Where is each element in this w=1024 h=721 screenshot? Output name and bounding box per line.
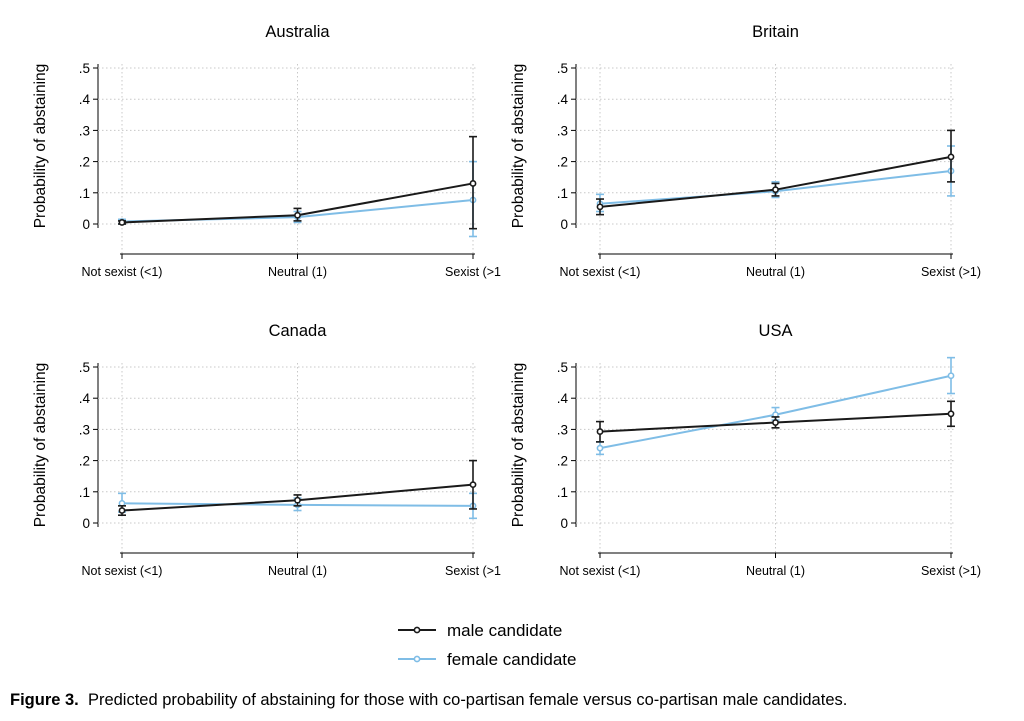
legend-marker-male [413, 626, 421, 634]
data-point-female [596, 444, 604, 452]
panel-britain: Britain Probability of abstaining 0 .1 .2 .3.… [510, 23, 981, 279]
x-tick-label: Not sexist (<1) [560, 564, 641, 578]
x-tick-label: Not sexist (<1) [560, 265, 641, 279]
panel-canada: Canada Probability of abstaining 0 .1 .2 .3 .4… [32, 322, 501, 578]
y-tick-label: .1 [79, 485, 90, 500]
y-tick-label: 0 [82, 516, 90, 531]
data-point-male [947, 410, 955, 418]
x-tick-label: Neutral (1) [746, 265, 805, 279]
data-point-male [118, 219, 126, 226]
data-point-male [772, 419, 779, 426]
data-point-male [596, 428, 604, 435]
y-tick-label: .4 [557, 92, 569, 107]
y-axis-label: Probability of abstaining [510, 64, 527, 229]
y-tick-label: .5 [79, 61, 90, 76]
y-tick-label: .2 [557, 155, 568, 170]
y-tick-label: .1 [557, 186, 568, 201]
y-tick-label: .5 [79, 360, 90, 375]
panel-australia: Australia Probability of abstaining 0 .1 .2.… [32, 23, 501, 279]
y-tick-label: .5 [557, 360, 568, 375]
y-tick-label: .2 [557, 454, 568, 469]
legend-label-male: male candidate [447, 621, 562, 640]
y-tick-label: .2 [79, 155, 90, 170]
y-tick-label: .4 [79, 92, 91, 107]
data-point-male [294, 496, 301, 504]
data-point-male [469, 481, 477, 489]
y-tick-label: 0 [82, 217, 90, 232]
data-point-male [294, 211, 301, 219]
y-tick-label: .3 [79, 422, 90, 437]
data-point-male [772, 186, 779, 194]
x-tick-label: Not sexist (<1) [82, 564, 163, 578]
y-tick-label: .3 [79, 123, 90, 138]
data-point-female [947, 372, 955, 380]
x-tick-label: Not sexist (<1) [82, 265, 163, 279]
y-tick-label: .4 [79, 391, 91, 406]
x-tick-label: Neutral (1) [746, 564, 805, 578]
y-axis-label: Probability of abstaining [510, 363, 527, 528]
data-point-male [469, 180, 477, 187]
data-point-male [947, 153, 955, 161]
legend-marker-female [413, 655, 421, 663]
y-tick-label: .4 [557, 391, 569, 406]
x-tick-label: Sexist (>1 [445, 564, 501, 578]
y-tick-label: .5 [557, 61, 568, 76]
x-tick-label: Neutral (1) [268, 564, 327, 578]
y-tick-label: .3 [557, 422, 568, 437]
data-point-male [596, 203, 604, 211]
caption-text: Predicted probability of abstaining for … [87, 691, 848, 709]
x-tick-label: Sexist (>1) [921, 564, 981, 578]
y-tick-label: 0 [560, 217, 568, 232]
panel-title: Britain [752, 23, 799, 41]
y-tick-label: .2 [79, 454, 90, 469]
x-tick-label: Sexist (>1 [445, 265, 501, 279]
chart-panels: Australia Probability of abstaining 0 .1 .2.… [32, 23, 981, 578]
y-axis-label: Probability of abstaining [32, 363, 49, 528]
legend: male candidate female candidate [398, 621, 576, 669]
x-tick-label: Neutral (1) [268, 265, 327, 279]
y-tick-label: .3 [557, 123, 568, 138]
y-tick-label: 0 [560, 516, 568, 531]
y-axis-label: Probability of abstaining [32, 64, 49, 229]
panel-title: USA [759, 322, 793, 340]
figure-caption: Figure 3. Predicted probability of absta… [10, 691, 1020, 710]
panel-title: Australia [265, 23, 330, 41]
y-tick-label: .1 [79, 186, 90, 201]
panel-title: Canada [269, 322, 328, 340]
y-tick-label: .1 [557, 485, 568, 500]
data-point-male [118, 507, 126, 514]
panel-usa: USA Probability of abstaining 0 .1 .2 .3 .4 .5 N… [510, 322, 981, 578]
legend-label-female: female candidate [447, 650, 576, 669]
caption-label: Figure 3. [10, 691, 79, 709]
x-tick-label: Sexist (>1) [921, 265, 981, 279]
